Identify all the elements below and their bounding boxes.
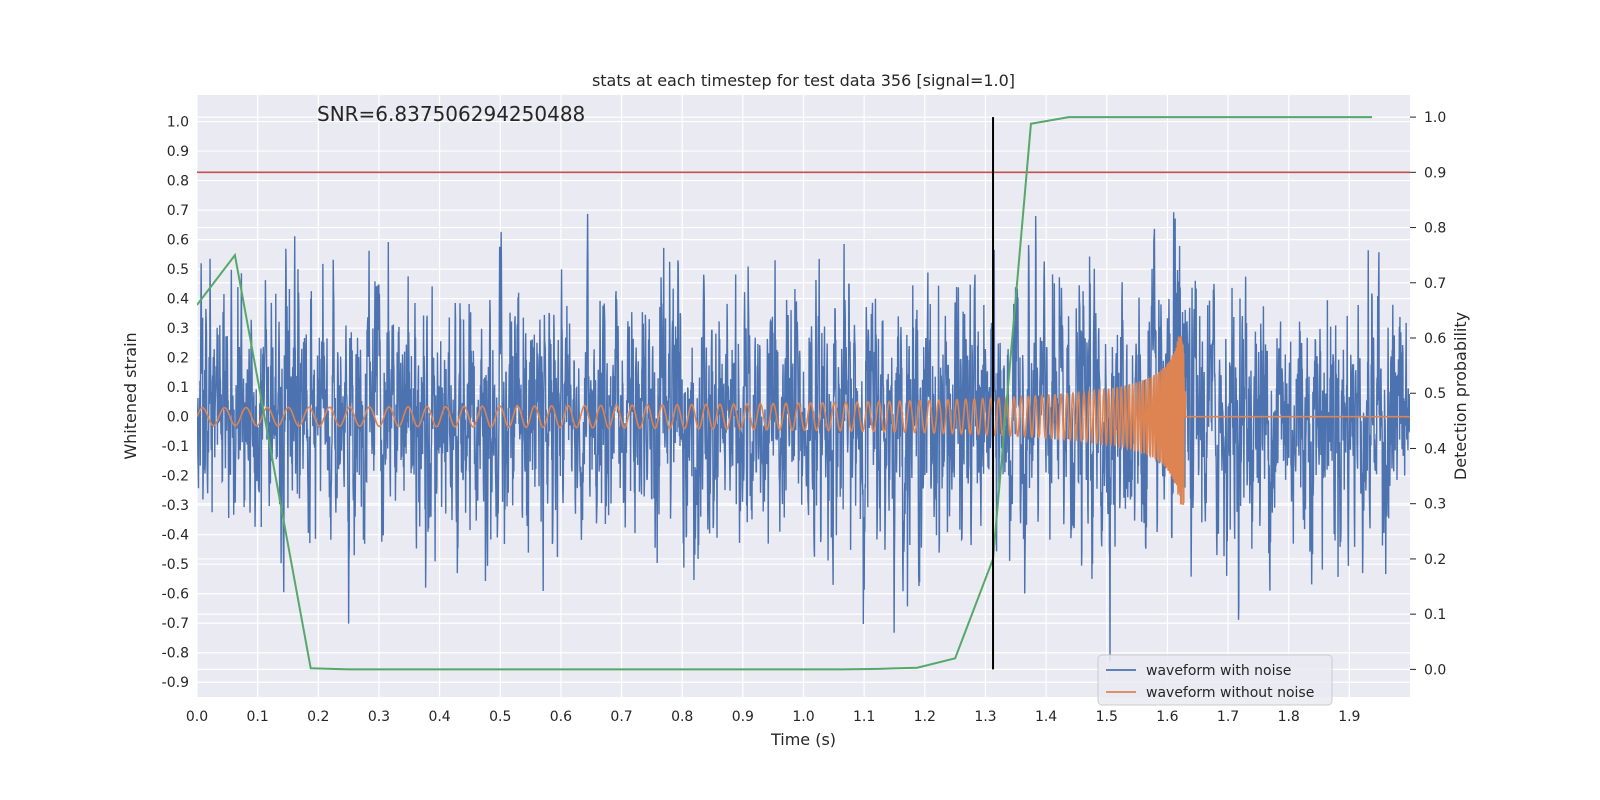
y-tick-label: -0.8 [162, 646, 189, 662]
x-tick-label: 0.8 [671, 709, 693, 725]
x-tick-label: 0.3 [368, 709, 390, 725]
y2-tick-label: 0.0 [1424, 662, 1446, 678]
y-tick-label: 0.4 [167, 292, 189, 308]
y-tick-label: -0.5 [162, 557, 189, 573]
y2-tick-label: 0.7 [1424, 276, 1446, 292]
x-axis-label: Time (s) [770, 730, 836, 749]
y-tick-label: 0.9 [167, 144, 189, 160]
y2-tick-label: 0.5 [1424, 386, 1446, 402]
y-tick-label: -0.4 [162, 528, 189, 544]
y2-tick-label: 0.8 [1424, 221, 1446, 237]
legend-box [1097, 654, 1333, 706]
x-tick-label: 1.9 [1338, 709, 1360, 725]
y2-tick-label: 0.2 [1424, 552, 1446, 568]
y-tick-label: -0.1 [162, 439, 189, 455]
x-tick-label: 1.3 [974, 709, 996, 725]
snr-annotation: SNR=6.837506294250488 [317, 102, 585, 126]
y-axis-label: Whitened strain [121, 332, 140, 459]
x-tick-label: 1.5 [1096, 709, 1118, 725]
x-tick-label: 0.6 [550, 709, 572, 725]
x-tick-label: 0.4 [428, 709, 450, 725]
x-tick-label: 0.1 [247, 709, 269, 725]
x-tick-label: 0.7 [610, 709, 632, 725]
series-waveform-without-noise [197, 335, 1410, 505]
y-tick-label: 0.8 [167, 174, 189, 190]
series-waveform-with-noise [197, 212, 1410, 661]
y-axis-right: 1.0 0.9 0.8 0.7 0.6 0.5 0.4 0.3 0.2 0.1 0.0 [1410, 110, 1446, 678]
legend: waveform with noise waveform without nois… [1097, 654, 1333, 706]
y-tick-label: 0.5 [167, 262, 189, 278]
y-axis-left: 1.0 0.9 0.8 0.7 0.6 0.5 0.4 0.3 0.2 0.1 0.0 -0.1 -0.… [162, 115, 189, 692]
y-tick-label: 0.7 [167, 203, 189, 219]
x-tick-label: 0.0 [186, 709, 208, 725]
legend-label: waveform without noise [1146, 685, 1314, 701]
chart-title: stats at each timestep for test data 356… [592, 71, 1015, 90]
y2-tick-label: 0.3 [1424, 497, 1446, 513]
legend-label: waveform with noise [1146, 663, 1291, 679]
y2-tick-label: 1.0 [1424, 110, 1446, 126]
x-tick-label: 1.8 [1278, 709, 1300, 725]
y2-axis-label: Detection probability [1451, 312, 1470, 480]
y-tick-label: -0.6 [162, 587, 189, 603]
y2-tick-label: 0.1 [1424, 607, 1446, 623]
y-tick-label: -0.9 [162, 675, 189, 691]
y-tick-label: 0.3 [167, 321, 189, 337]
x-tick-label: 1.6 [1156, 709, 1178, 725]
x-tick-label: 1.4 [1035, 709, 1057, 725]
y-tick-label: 0.6 [167, 233, 189, 249]
y2-tick-label: 0.6 [1424, 331, 1446, 347]
x-tick-label: 1.0 [792, 709, 814, 725]
y-tick-label: 1.0 [167, 115, 189, 131]
x-tick-label: 0.5 [489, 709, 511, 725]
x-tick-label: 0.9 [732, 709, 754, 725]
y-tick-label: 0.1 [167, 380, 189, 396]
x-tick-label: 1.2 [914, 709, 936, 725]
series-detection-probability [197, 116, 1373, 671]
x-tick-label: 0.2 [307, 709, 329, 725]
y2-tick-label: 0.9 [1424, 165, 1446, 181]
x-tick-label: 1.1 [853, 709, 875, 725]
x-tick-label: 1.7 [1217, 709, 1239, 725]
y-tick-label: 0.2 [167, 351, 189, 367]
x-axis: 0.0 0.1 0.2 0.3 0.4 0.5 0.6 0.7 0.8 0.9 1.0 1.1 1.2 1… [186, 709, 1361, 725]
y-tick-label: 0.0 [167, 410, 189, 426]
y-tick-label: -0.2 [162, 469, 189, 485]
y-tick-label: -0.7 [162, 616, 189, 632]
y2-tick-label: 0.4 [1424, 441, 1446, 457]
y-tick-label: -0.3 [162, 498, 189, 514]
plot-area [197, 116, 1410, 671]
